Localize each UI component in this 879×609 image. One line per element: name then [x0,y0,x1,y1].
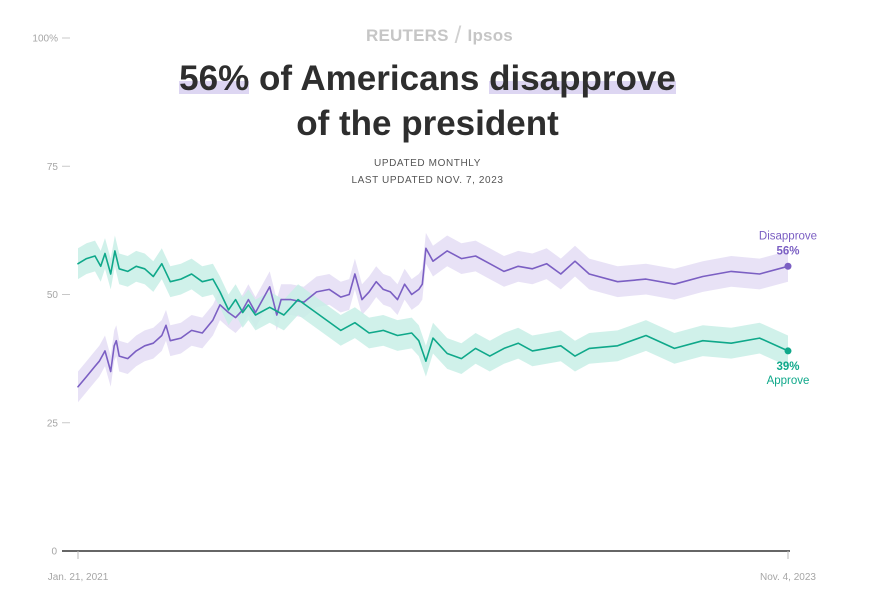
approve-line [77,250,789,363]
brand-logo: REUTERS / Ipsos [0,20,879,49]
logo-divider: / [454,22,462,49]
chart-axes: 0 25 50 75 100% Jan. 21, 2021 Nov. 4, 2023 [32,34,816,584]
approve-end-point [784,347,792,355]
title-highlight-percent: 56% [179,59,250,98]
y-tick-label: 75 [47,162,59,173]
y-tick-label: 25 [47,418,59,429]
y-tick-label: 0 [51,547,57,558]
approve-series-name-label: Approve [767,375,810,387]
approve-end-value-label: 39% [776,361,799,373]
disapprove-confidence-band [78,232,788,403]
approve-confidence-band [78,235,788,377]
y-tick-label: 50 [47,290,59,301]
series-lines [77,247,789,388]
ipsos-logo-text: Ipsos [467,26,513,45]
title-middle-text: of Americans [249,59,490,98]
disapprove-end-point [784,262,792,270]
reuters-logo-text: REUTERS [366,26,449,45]
disapprove-line [77,247,789,388]
end-markers: Disapprove 56% Approve 39% [759,230,817,387]
title-highlight-word: disapprove [489,59,676,98]
confidence-bands [78,232,788,403]
x-tick-label-start: Jan. 21, 2021 [48,572,109,583]
last-updated: LAST UPDATED NOV. 7, 2023 [351,175,504,186]
chart-title: 56% of Americans disapprove of the presi… [0,56,855,146]
disapprove-end-value-label: 56% [776,245,799,257]
y-tick-label: 100% [32,34,58,45]
x-tick-label-end: Nov. 4, 2023 [760,572,816,583]
title-line-2: of the president [296,104,559,143]
disapprove-series-name-label: Disapprove [759,230,817,242]
update-frequency: UPDATED MONTHLY [374,158,481,169]
